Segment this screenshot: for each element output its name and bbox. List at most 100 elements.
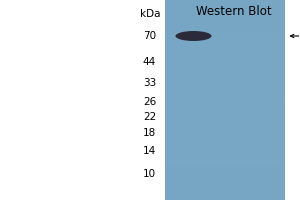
Bar	[165, 150, 285, 152]
Bar	[165, 8, 285, 10]
Text: 70: 70	[143, 31, 156, 41]
Bar	[165, 158, 285, 160]
Bar	[165, 34, 285, 36]
Bar	[165, 130, 285, 132]
Bar	[165, 132, 285, 134]
Text: 22: 22	[143, 112, 156, 122]
Bar	[165, 58, 285, 60]
Bar	[165, 194, 285, 196]
Bar	[165, 26, 285, 28]
Bar	[165, 78, 285, 80]
Bar	[165, 176, 285, 178]
Bar	[165, 66, 285, 68]
Bar	[165, 148, 285, 150]
Bar	[165, 98, 285, 100]
Bar	[165, 142, 285, 144]
Bar	[165, 108, 285, 110]
Bar	[165, 90, 285, 92]
Bar	[165, 122, 285, 124]
Bar	[165, 76, 285, 78]
Text: kDa: kDa	[140, 9, 160, 19]
Bar	[165, 126, 285, 128]
Bar	[165, 184, 285, 186]
Bar	[165, 88, 285, 90]
Bar	[165, 22, 285, 24]
Bar	[165, 170, 285, 172]
Bar	[165, 168, 285, 170]
Bar	[165, 36, 285, 38]
Bar	[165, 136, 285, 138]
Text: Western Blot: Western Blot	[196, 5, 272, 18]
Text: 18: 18	[143, 128, 156, 138]
Bar	[165, 50, 285, 52]
Bar	[165, 74, 285, 76]
Bar	[165, 70, 285, 72]
Bar	[165, 32, 285, 34]
Bar	[165, 80, 285, 82]
Bar	[165, 134, 285, 136]
Bar	[165, 198, 285, 200]
Bar	[165, 118, 285, 120]
Bar	[165, 4, 285, 6]
Bar	[165, 94, 285, 96]
Bar	[165, 178, 285, 180]
Text: 26: 26	[143, 97, 156, 107]
Bar	[165, 40, 285, 42]
Bar	[165, 24, 285, 26]
Bar	[165, 30, 285, 32]
Bar	[165, 154, 285, 156]
Bar	[165, 106, 285, 108]
Bar	[165, 182, 285, 184]
Bar	[165, 52, 285, 54]
Bar	[165, 116, 285, 118]
Bar	[165, 190, 285, 192]
Bar	[165, 138, 285, 140]
Bar	[165, 114, 285, 116]
Ellipse shape	[176, 31, 212, 41]
Bar	[165, 12, 285, 14]
Bar	[165, 120, 285, 122]
Bar	[165, 28, 285, 30]
Bar	[165, 42, 285, 44]
Bar	[165, 54, 285, 56]
Bar	[165, 56, 285, 58]
Bar	[165, 162, 285, 164]
Bar	[165, 16, 285, 18]
Bar	[165, 112, 285, 114]
Bar	[165, 196, 285, 198]
Bar	[165, 60, 285, 62]
Bar	[165, 62, 285, 64]
Text: 14: 14	[143, 146, 156, 156]
Bar	[165, 186, 285, 188]
Bar	[165, 192, 285, 194]
Bar	[165, 20, 285, 22]
Bar	[165, 48, 285, 50]
Bar	[165, 140, 285, 142]
Bar	[165, 180, 285, 182]
Bar	[165, 102, 285, 104]
Bar	[165, 68, 285, 70]
Bar	[165, 18, 285, 20]
Bar	[165, 2, 285, 4]
Bar	[165, 92, 285, 94]
Bar	[165, 84, 285, 86]
Bar	[165, 164, 285, 166]
Bar	[165, 46, 285, 48]
Bar	[165, 188, 285, 190]
Bar	[165, 6, 285, 8]
Bar	[165, 152, 285, 154]
Bar	[165, 14, 285, 16]
Bar	[165, 160, 285, 162]
Text: 33: 33	[143, 78, 156, 88]
Bar	[165, 146, 285, 148]
Bar	[165, 166, 285, 168]
Bar	[165, 104, 285, 106]
Bar	[165, 0, 285, 2]
Bar	[165, 174, 285, 176]
Text: 10: 10	[143, 169, 156, 179]
Bar	[165, 96, 285, 98]
Bar	[165, 10, 285, 12]
Bar	[165, 124, 285, 126]
Bar	[165, 156, 285, 158]
Bar	[165, 72, 285, 74]
